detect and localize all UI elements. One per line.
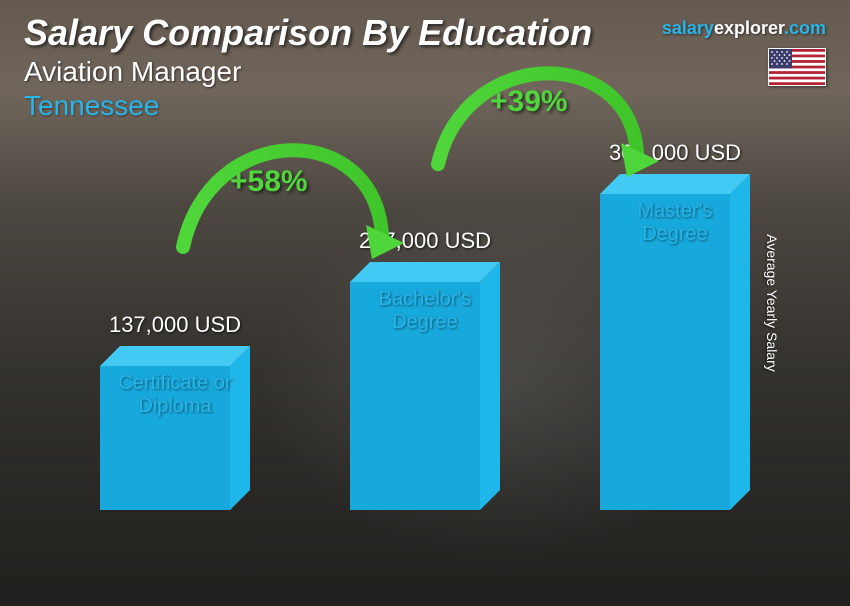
subtitle: Aviation Manager <box>24 56 826 88</box>
bar-label-0: Certificate orDiploma <box>75 372 275 418</box>
brand-logo: salaryexplorer.com <box>662 18 826 39</box>
bar-0: 137,000 USD Certificate orDiploma <box>100 366 250 510</box>
bar-2: 301,000 USD Master'sDegree <box>600 194 750 510</box>
brand-mid: explorer <box>714 18 784 38</box>
bar-value-0: 137,000 USD <box>75 312 275 338</box>
bar-1: 217,000 USD Bachelor'sDegree <box>350 282 500 510</box>
brand-prefix: salary <box>662 18 714 38</box>
bar-label-2: Master'sDegree <box>575 200 775 246</box>
increase-label-1: +39% <box>490 85 568 119</box>
increase-arrow-1 <box>430 55 665 195</box>
location: Tennessee <box>24 90 826 122</box>
flag-icon <box>768 48 826 86</box>
bar-label-1: Bachelor'sDegree <box>325 288 525 334</box>
brand-suffix: .com <box>784 18 826 38</box>
increase-arrow-0 <box>175 130 410 280</box>
increase-label-0: +58% <box>230 165 308 199</box>
